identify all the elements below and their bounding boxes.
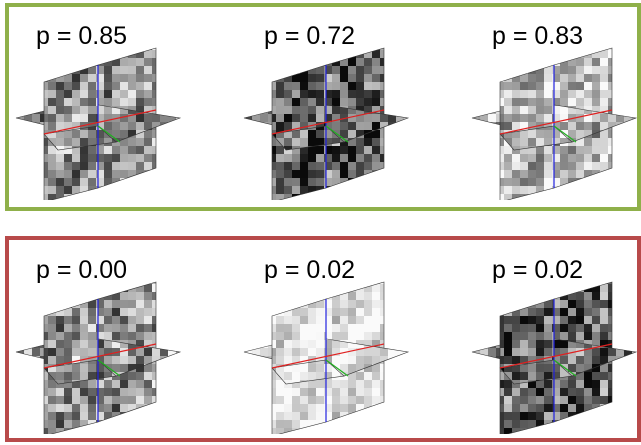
probability-label: p = 0.72 (264, 22, 356, 50)
group-box-bottom (5, 236, 641, 442)
z-axis-line (97, 125, 121, 143)
z-axis-line (325, 125, 349, 143)
volume-panel: p = 0.83 (464, 10, 641, 200)
volume-panel: p = 0.00 (8, 244, 188, 434)
orthoslice-figure (243, 47, 410, 200)
orthoslice-figure (15, 47, 182, 200)
probability-label: p = 0.83 (492, 22, 584, 50)
group-box-top (5, 3, 641, 211)
orthoslice-figure (471, 281, 638, 434)
x-axis-line (271, 109, 385, 135)
volume-panel: p = 0.85 (8, 10, 188, 200)
probability-label: p = 0.02 (264, 256, 356, 284)
z-axis-line (97, 359, 121, 377)
x-axis-line (43, 343, 157, 369)
orthoslice-figure (15, 281, 182, 434)
x-axis-line (43, 109, 157, 135)
z-axis-line (325, 359, 349, 377)
volume-panel: p = 0.02 (464, 244, 641, 434)
volume-panel: p = 0.72 (236, 10, 416, 200)
volume-panel: p = 0.02 (236, 244, 416, 434)
probability-label: p = 0.02 (492, 256, 584, 284)
orthoslice-figure (471, 47, 638, 200)
x-axis-line (499, 343, 613, 369)
orthoslice-figure (243, 281, 410, 434)
x-axis-line (271, 343, 385, 369)
z-axis-line (553, 359, 577, 377)
probability-label: p = 0.85 (36, 22, 128, 50)
probability-label: p = 0.00 (36, 256, 128, 284)
z-axis-line (553, 125, 577, 143)
x-axis-line (499, 109, 613, 135)
